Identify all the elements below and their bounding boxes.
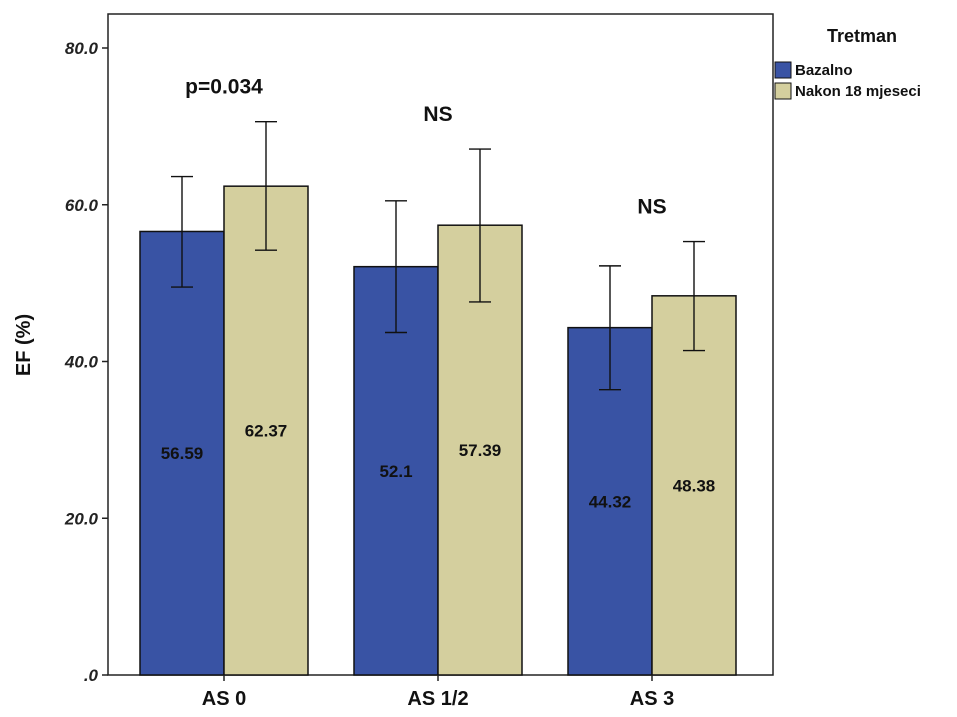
significance-annotation: NS [423, 103, 452, 126]
legend-swatch [774, 82, 792, 100]
legend-title: Tretman [827, 26, 897, 46]
bar-value-label: 56.59 [161, 444, 204, 463]
significance-annotation: p=0.034 [185, 76, 263, 99]
significance-annotation: NS [637, 196, 666, 219]
y-tick-label: 40.0 [64, 353, 99, 372]
bar-value-label: 62.37 [245, 422, 288, 441]
bar-value-label: 48.38 [673, 476, 716, 495]
bar-value-label: 57.39 [459, 441, 502, 460]
y-tick-label: 60.0 [65, 196, 99, 215]
bar-value-label: 52.1 [379, 462, 412, 481]
y-tick-label: 80.0 [65, 39, 99, 58]
legend-label: Bazalno [795, 62, 853, 79]
y-tick-label: 20.0 [64, 509, 99, 528]
bar-value-label: 44.32 [589, 492, 632, 511]
y-axis: .0 20.0 40.0 60.0 80.0 [64, 39, 108, 685]
legend-swatch [774, 61, 792, 79]
y-tick-label: .0 [84, 666, 99, 685]
x-category-label: AS 3 [630, 688, 674, 710]
legend: Tretman Bazalno Nakon 18 mjeseci [774, 26, 921, 100]
legend-label: Nakon 18 mjeseci [795, 83, 921, 100]
y-axis-title: EF (%) [13, 314, 35, 376]
x-category-label: AS 0 [202, 688, 246, 710]
x-axis-categories: AS 0 AS 1/2 AS 3 [202, 675, 674, 710]
bars: 56.59 62.37 p=0.034 52.1 57.39 NS 44.32 48.38 NS [139, 76, 737, 676]
x-category-label: AS 1/2 [407, 688, 468, 710]
